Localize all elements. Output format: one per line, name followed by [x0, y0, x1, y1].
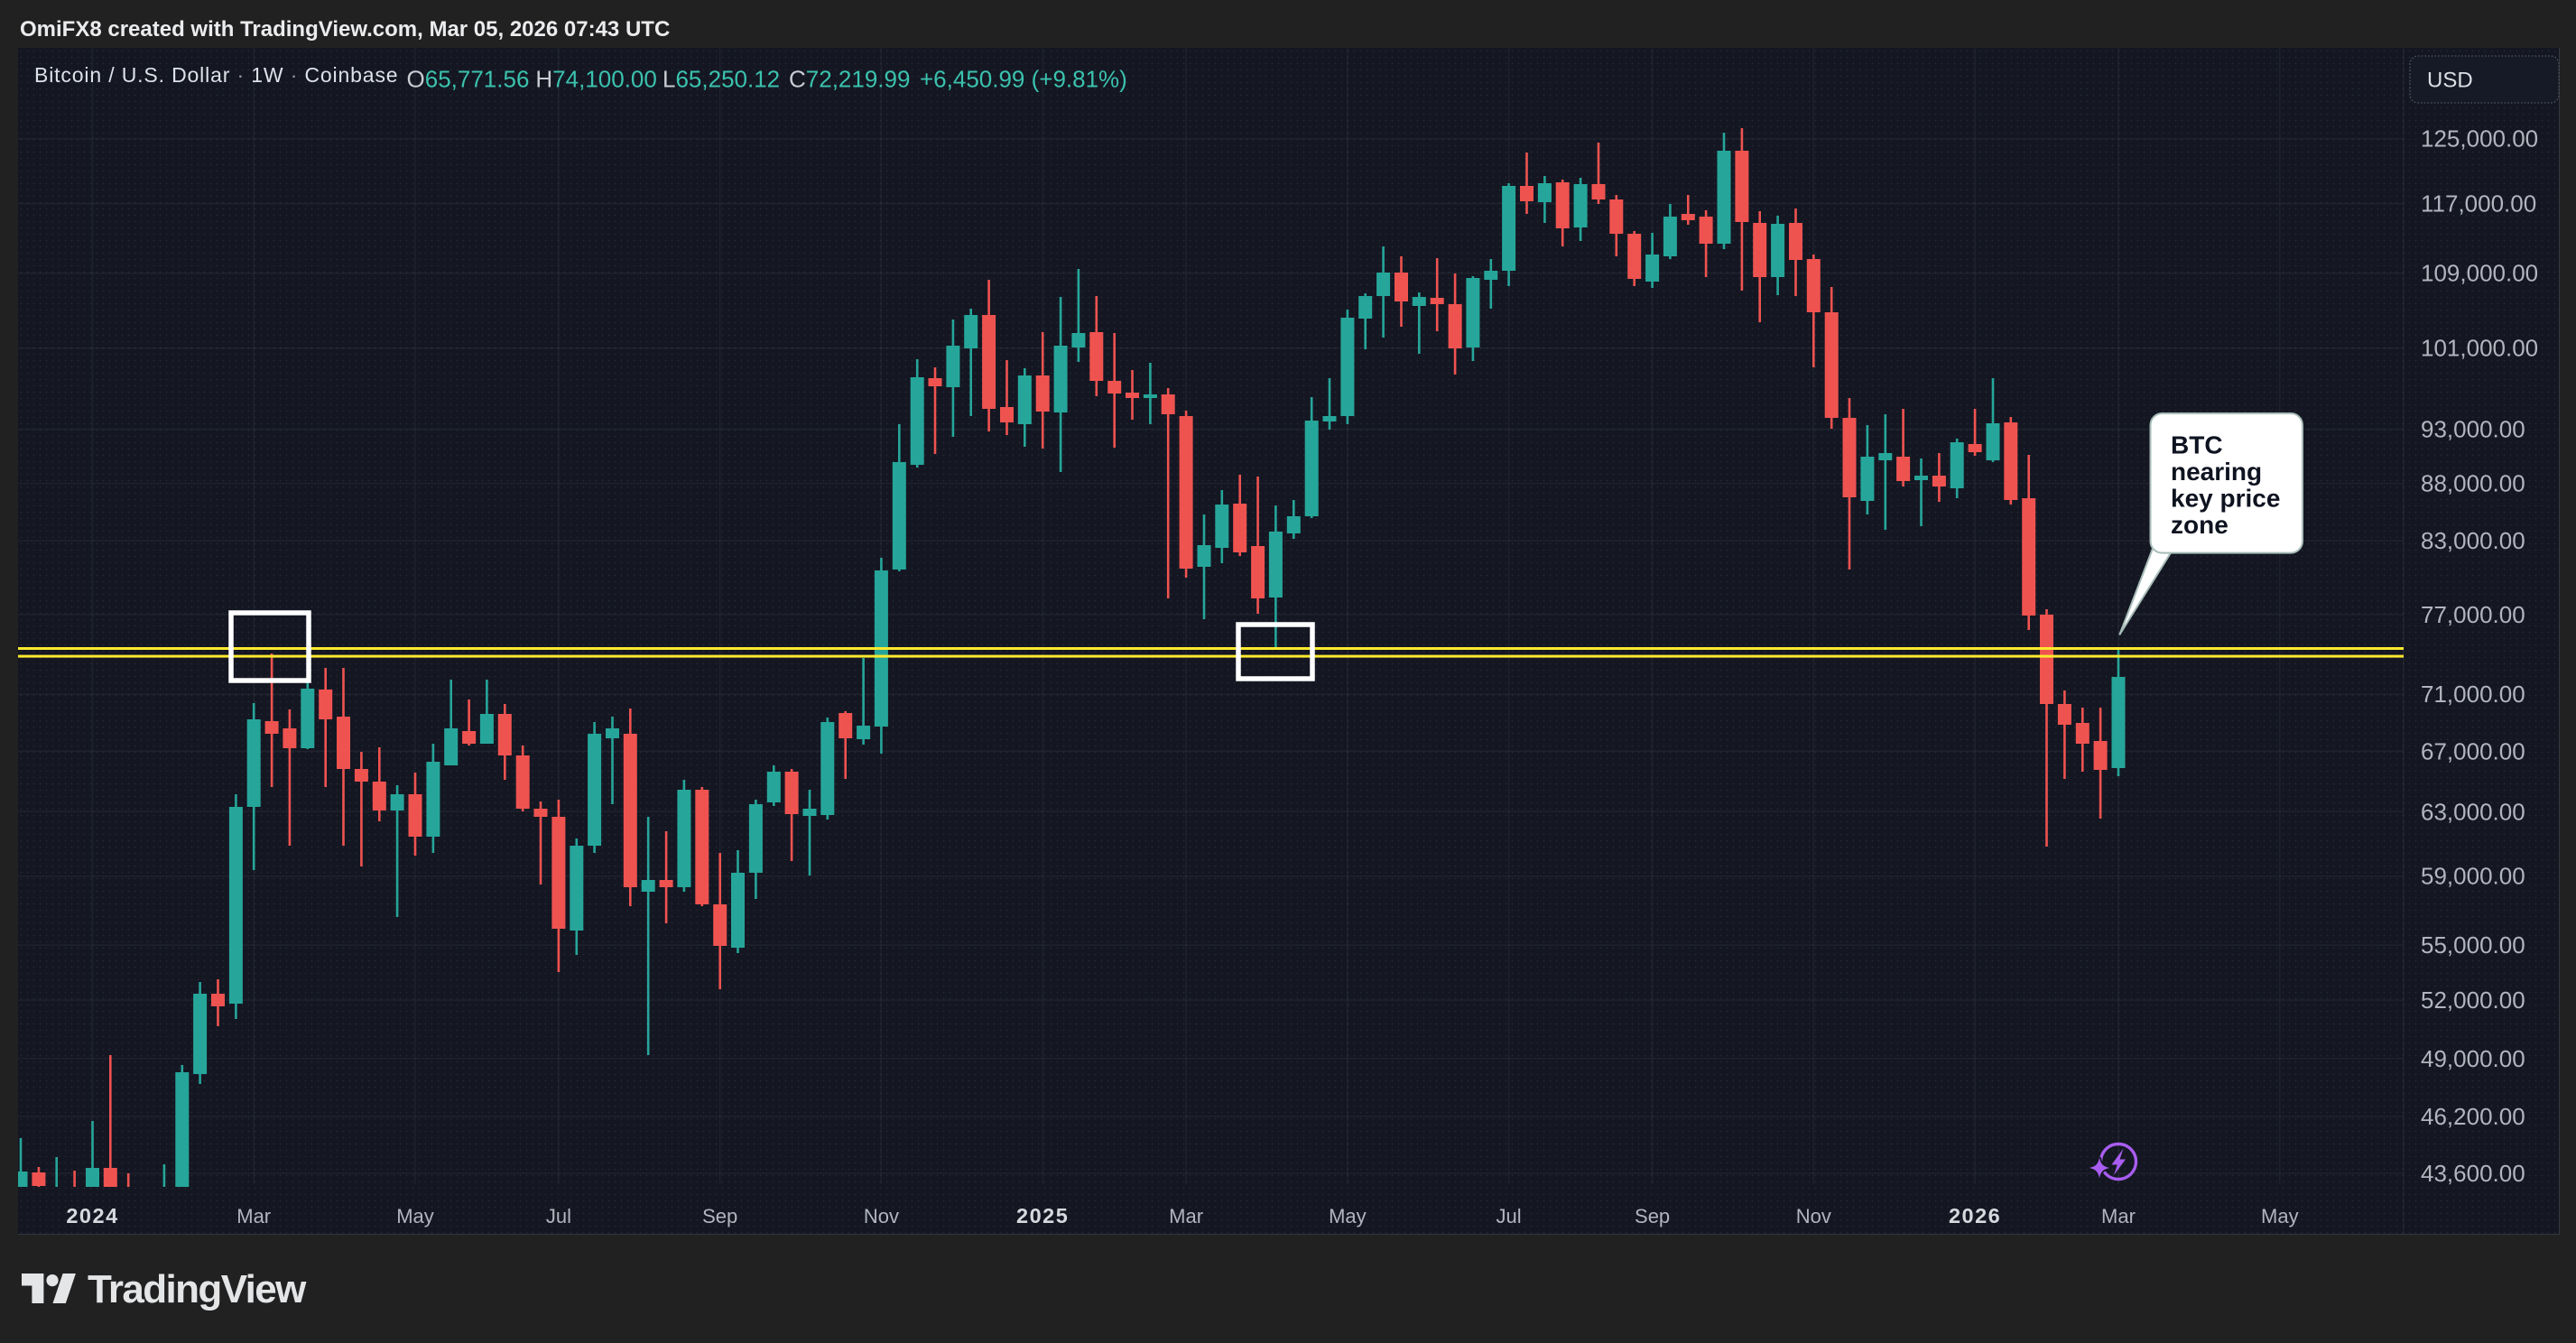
- svg-text:C72,219.99: C72,219.99: [789, 66, 910, 93]
- svg-text:77,000.00: 77,000.00: [2421, 601, 2525, 628]
- svg-text:Mar: Mar: [1169, 1205, 1203, 1227]
- svg-text:49,000.00: 49,000.00: [2421, 1045, 2525, 1072]
- svg-text:101,000.00: 101,000.00: [2421, 335, 2538, 362]
- svg-text:Jul: Jul: [1496, 1205, 1522, 1227]
- svg-text:52,000.00: 52,000.00: [2421, 986, 2525, 1014]
- svg-text:2026: 2026: [1949, 1204, 2001, 1227]
- svg-text:2024: 2024: [66, 1204, 118, 1227]
- svg-text:67,000.00: 67,000.00: [2421, 737, 2525, 764]
- svg-text:+6,450.99 (+9.81%): +6,450.99 (+9.81%): [920, 66, 1127, 93]
- svg-text:117,000.00: 117,000.00: [2421, 190, 2536, 218]
- svg-text:May: May: [2261, 1205, 2299, 1227]
- svg-text:Sep: Sep: [702, 1205, 737, 1227]
- svg-text:H74,100.00: H74,100.00: [535, 66, 656, 93]
- svg-text:59,000.00: 59,000.00: [2421, 863, 2525, 890]
- svg-text:O65,771.56: O65,771.56: [407, 66, 530, 93]
- svg-text:63,000.00: 63,000.00: [2421, 798, 2525, 825]
- svg-text:Sep: Sep: [1635, 1205, 1670, 1227]
- svg-text:71,000.00: 71,000.00: [2421, 681, 2525, 708]
- svg-text:May: May: [1329, 1205, 1367, 1227]
- svg-text:Nov: Nov: [1796, 1205, 1831, 1227]
- svg-text:L65,250.12: L65,250.12: [663, 66, 780, 93]
- svg-text:125,000.00: 125,000.00: [2421, 125, 2538, 153]
- svg-text:May: May: [396, 1205, 434, 1227]
- svg-text:Mar: Mar: [2101, 1205, 2136, 1227]
- svg-text:BTC: BTC: [2171, 431, 2223, 459]
- svg-text:88,000.00: 88,000.00: [2421, 470, 2525, 497]
- svg-text:46,200.00: 46,200.00: [2421, 1103, 2525, 1130]
- svg-text:Nov: Nov: [864, 1205, 899, 1227]
- svg-text:key price: key price: [2171, 485, 2280, 513]
- svg-text:2025: 2025: [1016, 1204, 1069, 1227]
- svg-text:109,000.00: 109,000.00: [2421, 260, 2538, 287]
- svg-text:83,000.00: 83,000.00: [2421, 527, 2525, 554]
- svg-text:TradingView: TradingView: [88, 1267, 307, 1311]
- svg-text:zone: zone: [2171, 511, 2229, 539]
- svg-text:OmiFX8 created with TradingVie: OmiFX8 created with TradingView.com, Mar…: [20, 17, 670, 42]
- svg-text:nearing: nearing: [2171, 458, 2262, 486]
- svg-text:43,600.00: 43,600.00: [2421, 1160, 2525, 1187]
- svg-text:USD: USD: [2427, 69, 2473, 93]
- svg-text:Jul: Jul: [546, 1205, 571, 1227]
- svg-text:55,000.00: 55,000.00: [2421, 931, 2525, 959]
- svg-text:Mar: Mar: [236, 1205, 271, 1227]
- svg-text:Bitcoin / U.S. Dollar · 1W · C: Bitcoin / U.S. Dollar · 1W · Coinbase: [34, 63, 398, 87]
- svg-text:93,000.00: 93,000.00: [2421, 416, 2525, 443]
